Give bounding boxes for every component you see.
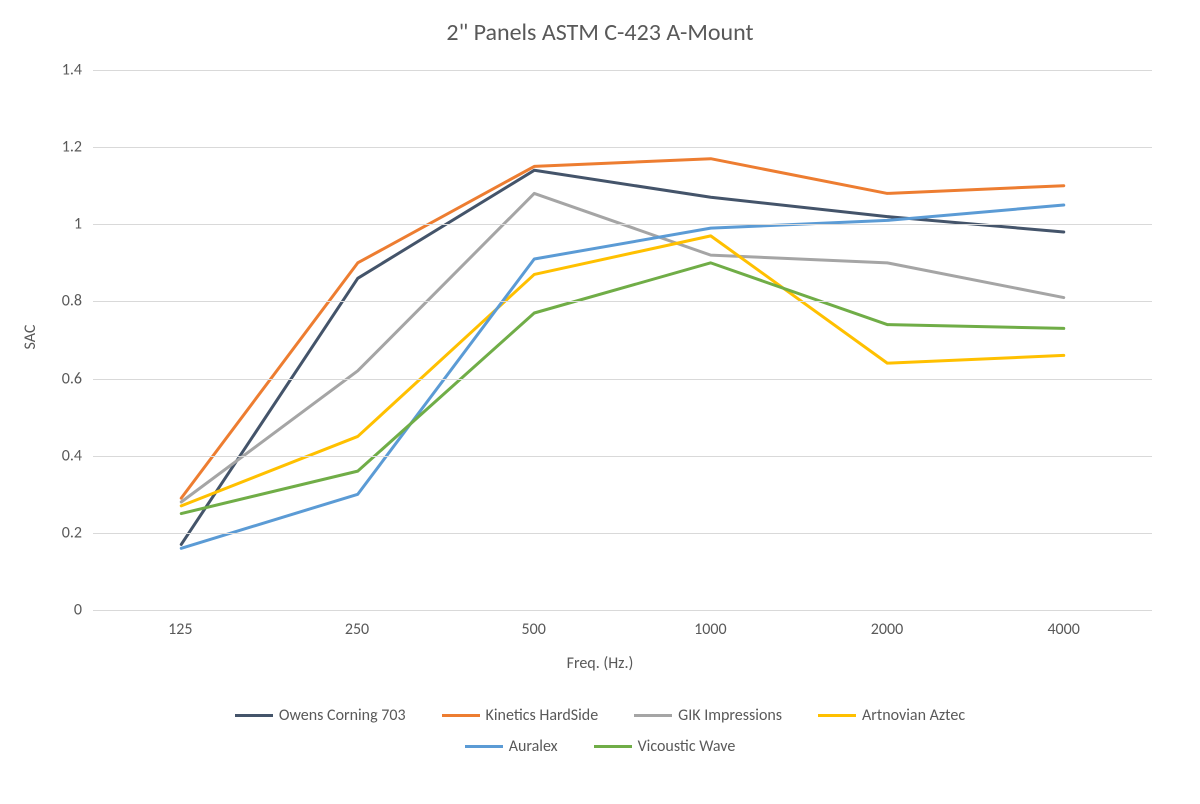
gridline xyxy=(93,533,1152,534)
x-axis-label: Freq. (Hz.) xyxy=(0,654,1200,673)
y-axis-label: SAC xyxy=(21,325,40,350)
legend-label: Auralex xyxy=(509,737,558,756)
legend-label: Artnovian Aztec xyxy=(862,706,965,725)
gridline xyxy=(93,147,1152,148)
gridline xyxy=(93,224,1152,225)
y-tick-label: 1.4 xyxy=(42,61,82,80)
gridline xyxy=(93,379,1152,380)
y-tick-label: 0.8 xyxy=(42,292,82,311)
y-tick-label: 1.2 xyxy=(42,138,82,157)
legend-item: Vicoustic Wave xyxy=(594,737,736,756)
x-tick-label: 500 xyxy=(521,620,545,639)
legend-item: GIK Impressions xyxy=(634,706,782,725)
gridline xyxy=(93,301,1152,302)
legend-item: Owens Corning 703 xyxy=(235,706,406,725)
legend-swatch xyxy=(442,714,480,717)
series-line xyxy=(181,170,1064,544)
x-tick-label: 125 xyxy=(168,620,192,639)
y-tick-label: 0 xyxy=(42,601,82,620)
x-tick-label: 4000 xyxy=(1047,620,1079,639)
y-tick-label: 0.4 xyxy=(42,446,82,465)
gridline xyxy=(93,70,1152,71)
legend-item: Kinetics HardSide xyxy=(442,706,599,725)
legend-item: Artnovian Aztec xyxy=(818,706,965,725)
y-tick-label: 0.6 xyxy=(42,369,82,388)
legend-swatch xyxy=(818,714,856,717)
gridline xyxy=(93,456,1152,457)
x-tick-label: 250 xyxy=(345,620,369,639)
chart-lines-svg xyxy=(93,70,1152,610)
legend-label: Vicoustic Wave xyxy=(638,737,736,756)
y-tick-label: 1 xyxy=(42,215,82,234)
x-tick-label: 1000 xyxy=(694,620,726,639)
legend-swatch xyxy=(235,714,273,717)
series-line xyxy=(181,236,1064,506)
plot-area xyxy=(92,70,1152,610)
y-tick-label: 0.2 xyxy=(42,523,82,542)
legend-label: Kinetics HardSide xyxy=(486,706,599,725)
series-line xyxy=(181,159,1064,498)
legend-label: Owens Corning 703 xyxy=(279,706,406,725)
x-tick-label: 2000 xyxy=(871,620,903,639)
legend-item: Auralex xyxy=(465,737,558,756)
legend-swatch xyxy=(465,745,503,748)
legend-label: GIK Impressions xyxy=(678,706,782,725)
chart-container: 2" Panels ASTM C-423 A-Mount SAC Freq. (… xyxy=(0,0,1200,804)
legend-swatch xyxy=(594,745,632,748)
chart-legend: Owens Corning 703 Kinetics HardSide GIK Im… xyxy=(180,700,1020,762)
chart-title: 2" Panels ASTM C-423 A-Mount xyxy=(0,18,1200,47)
legend-swatch xyxy=(634,714,672,717)
gridline xyxy=(93,610,1152,611)
